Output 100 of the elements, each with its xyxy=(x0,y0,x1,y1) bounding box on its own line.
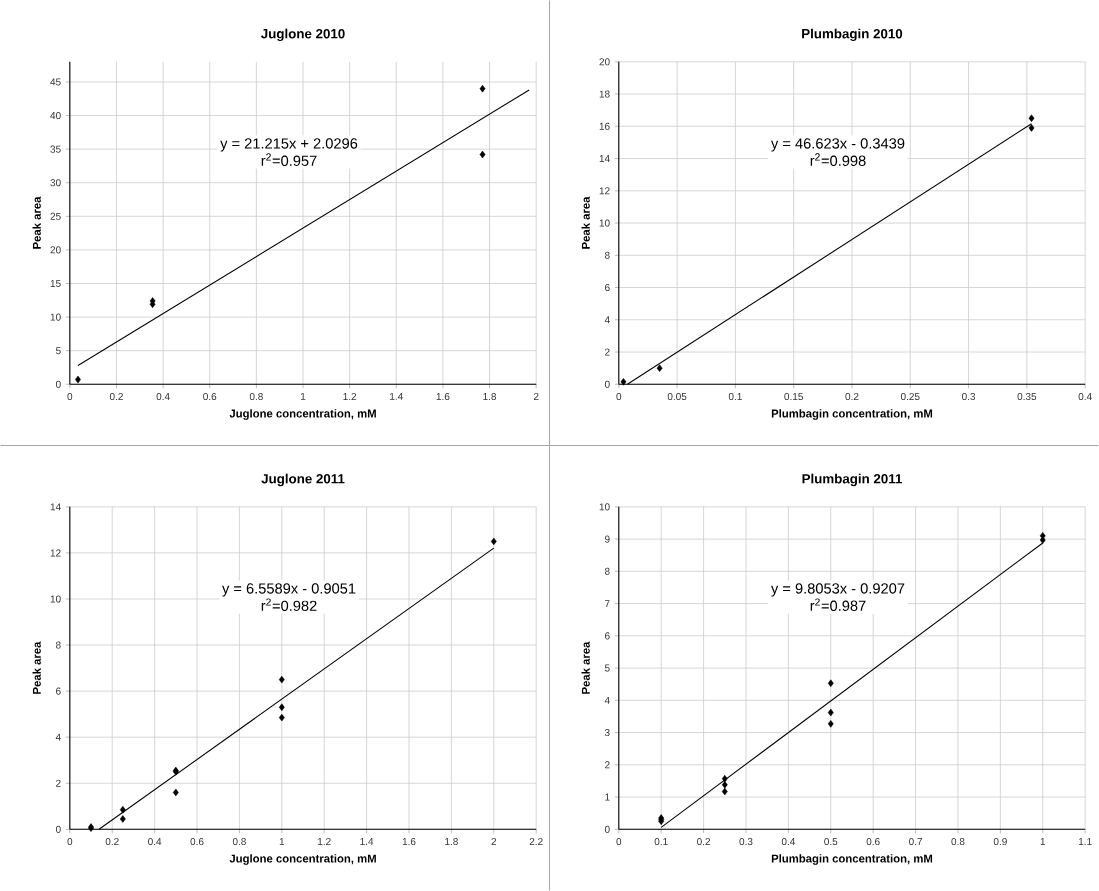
x-tick-label: 1.8 xyxy=(445,837,458,846)
y-tick-label: 45 xyxy=(50,78,61,86)
y-tick-label: 16 xyxy=(599,122,610,130)
x-tick-label: 1.2 xyxy=(318,837,331,845)
x-tick-label: 0.6 xyxy=(203,392,217,400)
y-axis-title: Peak area xyxy=(32,641,41,694)
x-axis-title: Juglone concentration, mM xyxy=(229,409,376,420)
y-tick-label: 35 xyxy=(50,145,61,153)
x-tick-label: 0 xyxy=(67,392,73,400)
x-tick-label: 0.9 xyxy=(993,837,1007,846)
x-tick-label: 0.2 xyxy=(845,392,859,400)
y-tick-label: 14 xyxy=(599,155,610,162)
y-tick-label: 0 xyxy=(604,825,610,833)
y-tick-label: 5 xyxy=(604,664,610,672)
x-axis-title: Plumbagin concentration, mM xyxy=(771,854,933,865)
annotation: y = 21.215x + 2.0296 xyxy=(220,138,358,152)
y-tick-label: 7 xyxy=(605,600,610,607)
x-tick-label: 1.4 xyxy=(390,392,403,400)
x-tick-label: 0.35 xyxy=(1017,392,1037,400)
y-tick-label: 2 xyxy=(605,348,610,356)
y-tick-label: 4 xyxy=(55,733,61,741)
y-tick-label: 4 xyxy=(604,696,610,704)
y-tick-label: 3 xyxy=(604,728,610,737)
y-tick-label: 6 xyxy=(605,632,610,640)
y-tick-label: 15 xyxy=(50,279,61,287)
y-tick-label: 8 xyxy=(604,251,610,259)
x-tick-label: 0.2 xyxy=(105,837,119,846)
y-tick-label: 40 xyxy=(50,111,61,120)
y-tick-label: 5 xyxy=(55,347,61,355)
y-axis-title: Peak area xyxy=(32,196,41,249)
x-tick-label: 0.6 xyxy=(866,837,880,846)
x-tick-label: 0.4 xyxy=(781,837,796,846)
x-tick-label: 0.6 xyxy=(190,837,204,846)
y-tick-label: 1 xyxy=(605,793,610,801)
x-tick-label: 2 xyxy=(533,392,539,400)
y-tick-label: 20 xyxy=(50,246,61,254)
x-tick-label: 1 xyxy=(1040,837,1046,845)
y-tick-label: 12 xyxy=(599,187,610,195)
x-tick-label: 1.4 xyxy=(360,837,374,845)
x-tick-label: 1.1 xyxy=(1078,837,1092,845)
annotation: r$^{2}$=0.987 xyxy=(810,598,866,611)
y-tick-label: 0 xyxy=(55,380,61,388)
y-tick-label: 8 xyxy=(604,567,610,575)
x-tick-label: 0.2 xyxy=(697,837,711,846)
chart-title: Plumbagin 2011 xyxy=(802,473,902,487)
x-tick-label: 2.2 xyxy=(529,837,543,845)
x-tick-label: 1.2 xyxy=(343,392,357,400)
x-tick-label: 1 xyxy=(300,392,306,400)
x-tick-label: 2 xyxy=(491,837,497,845)
annotation: r$^{2}$=0.998 xyxy=(810,153,866,166)
x-tick-label: 0.1 xyxy=(654,837,668,846)
y-tick-label: 0 xyxy=(604,380,610,388)
x-tick-label: 0 xyxy=(616,392,622,400)
x-tick-label: 0.8 xyxy=(232,837,246,846)
x-tick-label: 1 xyxy=(279,837,285,845)
annotation: r$^{2}$=0.982 xyxy=(261,598,317,611)
x-tick-label: 0.05 xyxy=(667,392,687,400)
y-tick-label: 12 xyxy=(50,549,61,557)
y-tick-label: 2 xyxy=(605,761,610,769)
x-tick-label: 0.4 xyxy=(1078,392,1092,400)
y-tick-label: 9 xyxy=(604,535,610,543)
annotation: y = 9.8053x - 0.9207 xyxy=(771,583,905,597)
y-tick-label: 6 xyxy=(605,283,610,292)
annotation: y = 46.623x - 0.3439 xyxy=(771,138,905,152)
x-tick-label: 0.3 xyxy=(739,837,753,846)
y-axis-title: Peak area xyxy=(581,196,590,249)
x-tick-label: 0 xyxy=(67,837,73,846)
x-axis-title: Plumbagin concentration, mM xyxy=(771,409,933,420)
y-tick-label: 18 xyxy=(599,90,610,98)
y-axis-title: Peak area xyxy=(581,641,590,694)
y-tick-label: 4 xyxy=(604,316,610,324)
x-tick-label: 0.7 xyxy=(909,837,923,846)
y-tick-label: 10 xyxy=(599,503,610,511)
chart-title: Juglone 2011 xyxy=(261,473,345,487)
x-tick-label: 0.4 xyxy=(156,392,170,400)
annotation: y = 6.5589x - 0.9051 xyxy=(222,583,356,597)
x-tick-label: 1.8 xyxy=(483,392,497,400)
x-tick-label: 0 xyxy=(616,837,622,846)
y-tick-label: 20 xyxy=(599,58,610,66)
x-tick-label: 0.15 xyxy=(784,392,803,400)
y-tick-label: 0 xyxy=(55,825,61,833)
y-tick-label: 10 xyxy=(599,219,610,227)
x-tick-label: 0.25 xyxy=(900,392,920,400)
y-tick-label: 30 xyxy=(50,179,61,187)
x-tick-label: 0.1 xyxy=(728,392,742,400)
x-tick-label: 1.6 xyxy=(402,837,416,846)
x-tick-label: 1.6 xyxy=(436,392,450,400)
y-tick-label: 6 xyxy=(56,687,61,695)
chart-title: Plumbagin 2010 xyxy=(802,28,903,42)
y-tick-label: 14 xyxy=(50,503,61,511)
y-tick-label: 10 xyxy=(50,313,61,321)
x-axis-title: Juglone concentration, mM xyxy=(229,854,376,865)
x-tick-label: 0.8 xyxy=(951,837,965,846)
x-tick-label: 0.8 xyxy=(249,392,263,400)
chart-title: Juglone 2010 xyxy=(261,28,345,42)
x-tick-label: 0.2 xyxy=(109,392,123,400)
y-tick-label: 8 xyxy=(56,641,61,649)
annotation: r$^{2}$=0.957 xyxy=(261,153,317,166)
x-tick-label: 0.4 xyxy=(148,837,162,846)
x-tick-label: 0.5 xyxy=(824,837,838,846)
